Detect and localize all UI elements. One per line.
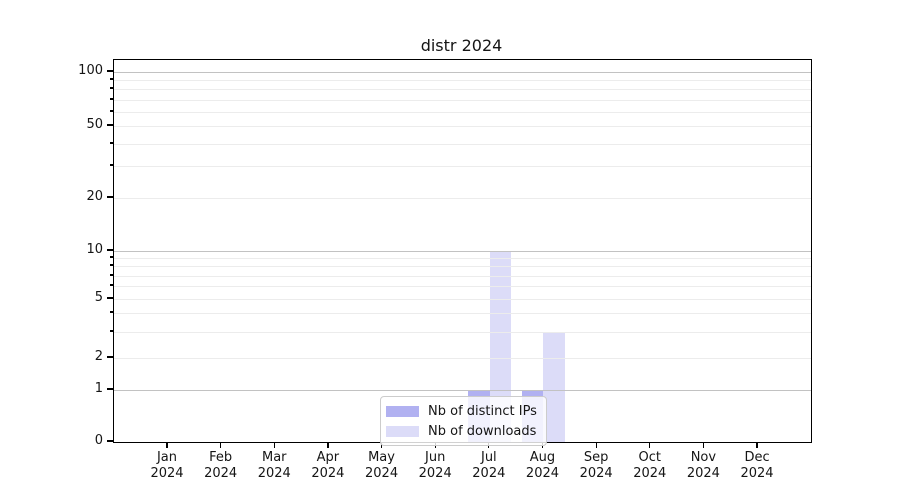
legend-swatch-icon bbox=[386, 425, 419, 437]
xtick-label-mar: Mar 2024 bbox=[242, 450, 306, 482]
xtick-label-jul: Jul 2024 bbox=[457, 450, 521, 482]
ytick-label-0: 0 bbox=[94, 433, 103, 448]
ytick-minor-mark-70 bbox=[109, 98, 113, 100]
xtick-month: Jul bbox=[480, 450, 497, 465]
xtick-month: Feb bbox=[209, 450, 233, 465]
xtick-month: Jun bbox=[425, 450, 446, 465]
legend-label: Nb of distinct IPs bbox=[428, 403, 537, 419]
ytick-mark-50 bbox=[107, 124, 113, 126]
chart-title: distr 2024 bbox=[420, 36, 503, 55]
ytick-minor-mark-7 bbox=[109, 274, 113, 276]
ytick-mark-1 bbox=[107, 388, 113, 390]
xtick-month: Dec bbox=[744, 450, 770, 465]
xtick-year: 2024 bbox=[740, 466, 774, 481]
xtick-year: 2024 bbox=[257, 466, 291, 481]
ytick-minor-mark-60 bbox=[109, 110, 113, 112]
xtick-year: 2024 bbox=[633, 466, 667, 481]
ytick-minor-mark-80 bbox=[109, 87, 113, 89]
xtick-label-oct: Oct 2024 bbox=[618, 450, 682, 482]
xtick-mark-oct bbox=[649, 442, 651, 449]
xtick-label-apr: Apr 2024 bbox=[296, 450, 360, 482]
legend-swatch-icon bbox=[386, 405, 419, 417]
xtick-mark-nov bbox=[702, 442, 704, 449]
xtick-year: 2024 bbox=[311, 466, 345, 481]
xtick-month: Sep bbox=[583, 450, 609, 465]
xtick-month: Nov bbox=[690, 450, 717, 465]
xtick-month: May bbox=[368, 450, 395, 465]
xtick-month: Mar bbox=[262, 450, 287, 465]
legend-row-downloads: Nb of downloads bbox=[386, 421, 537, 441]
xtick-mark-feb bbox=[220, 442, 222, 449]
xtick-year: 2024 bbox=[150, 466, 184, 481]
ytick-mark-0 bbox=[107, 440, 113, 442]
ytick-minor-mark-40 bbox=[109, 142, 113, 144]
ytick-label-2: 2 bbox=[94, 349, 103, 364]
xtick-month: Oct bbox=[638, 450, 661, 465]
xtick-mark-dec bbox=[756, 442, 758, 449]
xtick-month: Aug bbox=[529, 450, 556, 465]
xtick-year: 2024 bbox=[686, 466, 720, 481]
ytick-minor-mark-90 bbox=[109, 78, 113, 80]
ytick-label-50: 50 bbox=[86, 117, 103, 132]
xtick-label-jun: Jun 2024 bbox=[403, 450, 467, 482]
xtick-year: 2024 bbox=[418, 466, 452, 481]
ytick-minor-mark-4 bbox=[109, 311, 113, 313]
xtick-label-nov: Nov 2024 bbox=[671, 450, 735, 482]
bar-aug-downloads bbox=[543, 332, 565, 442]
ytick-mark-10 bbox=[107, 249, 113, 251]
legend-label: Nb of downloads bbox=[428, 423, 537, 439]
legend-row-distinct-ips: Nb of distinct IPs bbox=[386, 401, 537, 421]
xtick-year: 2024 bbox=[365, 466, 399, 481]
xtick-month: Apr bbox=[316, 450, 340, 465]
xtick-year: 2024 bbox=[579, 466, 613, 481]
ytick-mark-5 bbox=[107, 297, 113, 299]
chart-legend: Nb of distinct IPs Nb of downloads bbox=[380, 396, 547, 446]
ytick-mark-100 bbox=[107, 70, 113, 72]
xtick-label-dec: Dec 2024 bbox=[725, 450, 789, 482]
xtick-label-jan: Jan 2024 bbox=[135, 450, 199, 482]
xtick-mark-jan bbox=[166, 442, 168, 449]
xtick-mark-apr bbox=[327, 442, 329, 449]
xtick-year: 2024 bbox=[472, 466, 506, 481]
xtick-year: 2024 bbox=[204, 466, 238, 481]
ytick-mark-20 bbox=[107, 196, 113, 198]
xtick-label-feb: Feb 2024 bbox=[189, 450, 253, 482]
ytick-label-10: 10 bbox=[86, 242, 103, 257]
ytick-label-1: 1 bbox=[94, 381, 103, 396]
plot-area: Nb of distinct IPs Nb of downloads bbox=[113, 59, 812, 446]
legend-layer: Nb of distinct IPs Nb of downloads bbox=[114, 60, 811, 446]
ytick-mark-2 bbox=[107, 356, 113, 358]
xtick-label-aug: Aug 2024 bbox=[510, 450, 574, 482]
ytick-label-20: 20 bbox=[86, 189, 103, 204]
ytick-label-100: 100 bbox=[78, 63, 103, 78]
ytick-minor-mark-30 bbox=[109, 164, 113, 166]
xtick-month: Jan bbox=[156, 450, 178, 465]
xtick-label-may: May 2024 bbox=[350, 450, 414, 482]
xtick-mark-sep bbox=[595, 442, 597, 449]
xtick-mark-mar bbox=[273, 442, 275, 449]
ytick-minor-mark-6 bbox=[109, 284, 113, 286]
xtick-label-sep: Sep 2024 bbox=[564, 450, 628, 482]
xtick-year: 2024 bbox=[525, 466, 560, 481]
ytick-minor-mark-3 bbox=[109, 330, 113, 332]
ytick-minor-mark-9 bbox=[109, 256, 113, 258]
ytick-label-5: 5 bbox=[94, 290, 103, 305]
ytick-minor-mark-8 bbox=[109, 264, 113, 266]
